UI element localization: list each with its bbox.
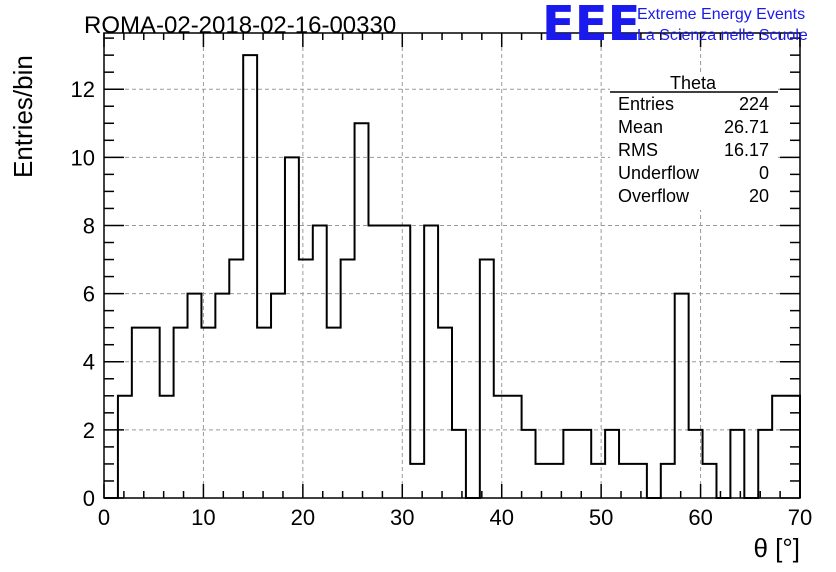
x-tick-labels: 0 10 20 30 40 50 60 70 [98, 505, 812, 530]
stats-label-overflow: Overflow [618, 186, 690, 206]
stats-box: Theta Entries 224 Mean 26.71 RMS 16.17 U… [610, 72, 778, 210]
x-tick-label: 20 [291, 505, 315, 530]
stats-label-rms: RMS [618, 140, 658, 160]
y-tick-label: 8 [83, 213, 95, 238]
eee-logo: EEE [542, 0, 640, 52]
axis-ticks [103, 33, 801, 499]
y-tick-labels: 0 2 4 6 8 10 12 [71, 77, 95, 511]
stats-label-mean: Mean [618, 117, 663, 137]
x-tick-label: 10 [191, 505, 215, 530]
y-tick-label: 2 [83, 418, 95, 443]
stats-value-underflow: 0 [759, 163, 769, 183]
histogram-series [104, 54, 801, 499]
stats-label-underflow: Underflow [618, 163, 700, 183]
stats-value-entries: 224 [739, 94, 769, 114]
stats-label-entries: Entries [618, 94, 674, 114]
x-tick-label: 40 [489, 505, 513, 530]
x-tick-label: 30 [390, 505, 414, 530]
y-tick-label: 6 [83, 282, 95, 307]
x-tick-label: 0 [98, 505, 110, 530]
x-tick-label: 70 [788, 505, 812, 530]
x-axis-label: θ [°] [753, 533, 800, 563]
x-tick-label: 50 [589, 505, 613, 530]
stats-box-title: Theta [670, 73, 717, 93]
x-tick-label: 60 [688, 505, 712, 530]
y-tick-label: 10 [71, 145, 95, 170]
y-axis-label: Entries/bin [8, 55, 38, 178]
y-tick-label: 12 [71, 77, 95, 102]
plot-frame [103, 32, 801, 499]
y-tick-label: 4 [83, 350, 95, 375]
logo-line-1: Extreme Energy Events [637, 6, 805, 23]
stats-value-mean: 26.71 [724, 117, 769, 137]
logo-line-2: La Scienza nelle Scuole [637, 27, 808, 44]
chart-title: ROMA-02-2018-02-16-00330 [84, 12, 396, 39]
stats-value-rms: 16.17 [724, 140, 769, 160]
y-tick-label: 0 [83, 486, 95, 511]
stats-box-background [610, 72, 778, 210]
stats-value-overflow: 20 [749, 186, 769, 206]
